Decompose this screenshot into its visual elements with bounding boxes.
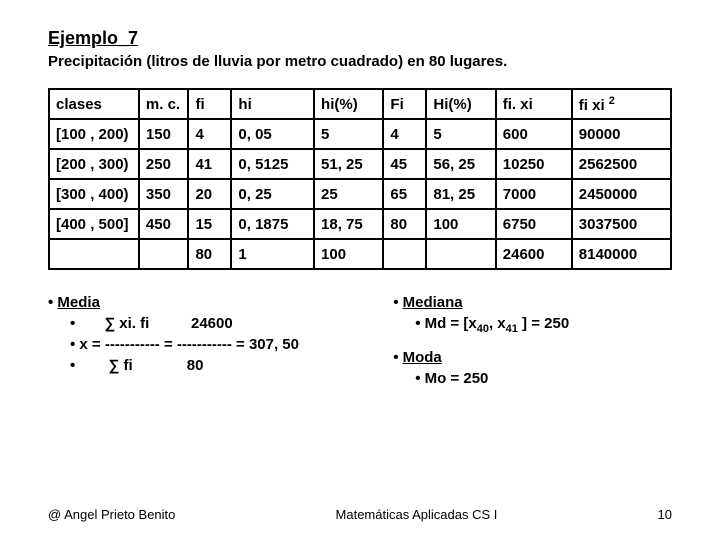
md-suffix: ] = 250 bbox=[518, 315, 569, 332]
cell: 81, 25 bbox=[426, 179, 495, 209]
cell: 65 bbox=[383, 179, 426, 209]
cell: 80 bbox=[188, 239, 231, 269]
cell: 51, 25 bbox=[314, 149, 383, 179]
cell-empty bbox=[383, 239, 426, 269]
cell: 4 bbox=[383, 119, 426, 149]
frequency-table: clases m. c. fi hi hi(%) Fi Hi(%) fi. xi… bbox=[48, 88, 672, 270]
cell: 100 bbox=[426, 209, 495, 239]
cell: [300 , 400) bbox=[49, 179, 139, 209]
mediana-moda-block: • Mediana • Md = [x40, x41 ] = 250 • Mod… bbox=[391, 292, 672, 391]
page-subtitle: Precipitación (litros de lluvia por metr… bbox=[48, 53, 672, 70]
cell: 45 bbox=[383, 149, 426, 179]
cell: 4 bbox=[188, 119, 231, 149]
cell: 2562500 bbox=[572, 149, 671, 179]
table-totals-row: 80 1 100 24600 8140000 bbox=[49, 239, 671, 269]
stats-section: • Media • ∑ xi. fi 24600 • x = ---------… bbox=[48, 292, 672, 391]
fixi2-exp: 2 bbox=[609, 95, 615, 107]
col-fixi: fi. xi bbox=[496, 89, 572, 119]
fixi2-prefix: fi xi bbox=[579, 97, 609, 114]
cell: 7000 bbox=[496, 179, 572, 209]
col-hi: hi bbox=[231, 89, 314, 119]
col-Hip: Hi(%) bbox=[426, 89, 495, 119]
moda-value-line: • Mo = 250 bbox=[393, 370, 672, 387]
col-hip: hi(%) bbox=[314, 89, 383, 119]
table-row: [400 , 500] 450 15 0, 1875 18, 75 80 100… bbox=[49, 209, 671, 239]
table-row: [300 , 400) 350 20 0, 25 25 65 81, 25 70… bbox=[49, 179, 671, 209]
cell: 0, 25 bbox=[231, 179, 314, 209]
cell: 15 bbox=[188, 209, 231, 239]
cell: 18, 75 bbox=[314, 209, 383, 239]
table-header-row: clases m. c. fi hi hi(%) Fi Hi(%) fi. xi… bbox=[49, 89, 671, 119]
cell: 56, 25 bbox=[426, 149, 495, 179]
cell: 8140000 bbox=[572, 239, 671, 269]
cell: 5 bbox=[426, 119, 495, 149]
col-fixi2: fi xi 2 bbox=[572, 89, 671, 119]
media-division: x = ----------- = ----------- = 307, 50 bbox=[79, 336, 299, 353]
cell: 25 bbox=[314, 179, 383, 209]
col-Fi: Fi bbox=[383, 89, 426, 119]
cell: [100 , 200) bbox=[49, 119, 139, 149]
cell: [400 , 500] bbox=[49, 209, 139, 239]
cell: 20 bbox=[188, 179, 231, 209]
footer-author: @ Angel Prieto Benito bbox=[48, 507, 175, 522]
cell: 450 bbox=[139, 209, 189, 239]
cell: 80 bbox=[383, 209, 426, 239]
media-num: ∑ xi. fi 24600 bbox=[104, 315, 232, 332]
md-mid: , x bbox=[489, 315, 506, 332]
cell: 350 bbox=[139, 179, 189, 209]
mediana-header-line: • Mediana bbox=[393, 294, 672, 311]
cell-empty bbox=[139, 239, 189, 269]
page-title: Ejemplo_7 bbox=[48, 28, 672, 49]
cell: 100 bbox=[314, 239, 383, 269]
cell: [200 , 300) bbox=[49, 149, 139, 179]
cell: 41 bbox=[188, 149, 231, 179]
md-sub1: 40 bbox=[477, 323, 489, 335]
moda-header: Moda bbox=[403, 349, 442, 366]
md-prefix: Md = [x bbox=[425, 315, 477, 332]
mediana-header: Mediana bbox=[403, 294, 463, 311]
media-header-line: • Media bbox=[48, 294, 391, 311]
cell: 150 bbox=[139, 119, 189, 149]
cell: 10250 bbox=[496, 149, 572, 179]
media-line3: • ∑ fi 80 bbox=[48, 357, 391, 374]
cell: 2450000 bbox=[572, 179, 671, 209]
cell: 0, 05 bbox=[231, 119, 314, 149]
cell-empty bbox=[49, 239, 139, 269]
cell: 6750 bbox=[496, 209, 572, 239]
cell: 24600 bbox=[496, 239, 572, 269]
media-block: • Media • ∑ xi. fi 24600 • x = ---------… bbox=[48, 292, 391, 391]
slide-footer: @ Angel Prieto Benito Matemáticas Aplica… bbox=[48, 507, 672, 522]
cell: 0, 5125 bbox=[231, 149, 314, 179]
cell: 5 bbox=[314, 119, 383, 149]
cell: 250 bbox=[139, 149, 189, 179]
cell-empty bbox=[426, 239, 495, 269]
md-sub2: 41 bbox=[506, 323, 518, 335]
media-line1: • ∑ xi. fi 24600 bbox=[48, 315, 391, 332]
footer-page: 10 bbox=[658, 507, 672, 522]
table-row: [100 , 200) 150 4 0, 05 5 4 5 600 90000 bbox=[49, 119, 671, 149]
cell: 3037500 bbox=[572, 209, 671, 239]
cell: 600 bbox=[496, 119, 572, 149]
col-mc: m. c. bbox=[139, 89, 189, 119]
col-fi: fi bbox=[188, 89, 231, 119]
table-row: [200 , 300) 250 41 0, 5125 51, 25 45 56,… bbox=[49, 149, 671, 179]
col-clases: clases bbox=[49, 89, 139, 119]
media-line2: • x = ----------- = ----------- = 307, 5… bbox=[48, 336, 391, 353]
media-header: Media bbox=[57, 294, 100, 311]
moda-value: Mo = 250 bbox=[425, 370, 489, 387]
footer-center: Matemáticas Aplicadas CS I bbox=[336, 507, 498, 522]
mediana-value-line: • Md = [x40, x41 ] = 250 bbox=[393, 315, 672, 335]
cell: 90000 bbox=[572, 119, 671, 149]
cell: 0, 1875 bbox=[231, 209, 314, 239]
moda-header-line: • Moda bbox=[393, 349, 672, 366]
cell: 1 bbox=[231, 239, 314, 269]
media-denom: ∑ fi 80 bbox=[109, 357, 204, 374]
